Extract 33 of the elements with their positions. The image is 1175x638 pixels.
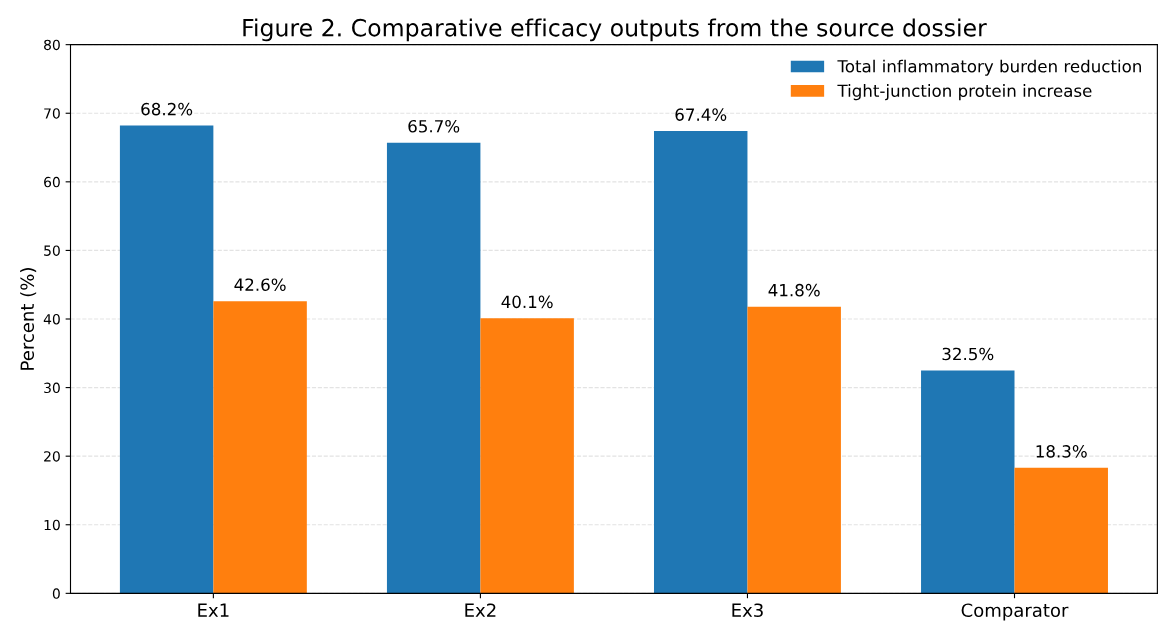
data-label: 68.2% bbox=[141, 102, 193, 116]
data-label: 41.8% bbox=[768, 283, 820, 297]
y-tick-label: 20 bbox=[44, 451, 60, 462]
y-tick-label: 10 bbox=[44, 519, 60, 531]
y-axis-title: Percent (%) bbox=[20, 268, 37, 370]
y-tick-label: 80 bbox=[44, 39, 60, 51]
bar bbox=[1014, 467, 1108, 594]
y-tick-label: 70 bbox=[44, 108, 60, 119]
y-tick-label: 0 bbox=[52, 588, 60, 599]
y-tick-label: 60 bbox=[44, 176, 60, 188]
x-tick-label: Comparator bbox=[961, 603, 1069, 621]
data-label: 32.5% bbox=[942, 347, 994, 361]
y-tick-label: 40 bbox=[43, 313, 60, 325]
bar bbox=[653, 131, 748, 594]
data-label: 42.6% bbox=[234, 278, 286, 291]
legend-label: Tight-junction protein increase bbox=[837, 84, 1092, 101]
data-label: 40.1% bbox=[501, 295, 553, 309]
x-tick-label: Ex1 bbox=[198, 603, 229, 617]
x-tick-label: Ex3 bbox=[732, 603, 763, 618]
bar bbox=[747, 306, 841, 594]
legend-label: Total inflammatory burden reduction bbox=[837, 59, 1141, 76]
data-label: 67.4% bbox=[675, 108, 727, 121]
y-tick-label: 50 bbox=[44, 245, 60, 256]
bar bbox=[386, 142, 481, 594]
chart-title: Figure 2. Comparative efficacy outputs from the source dossier bbox=[243, 18, 987, 42]
data-label: 65.7% bbox=[408, 119, 460, 133]
bar bbox=[119, 125, 214, 594]
bar bbox=[213, 301, 307, 594]
data-label: 18.3% bbox=[1036, 445, 1087, 458]
bar bbox=[921, 370, 1015, 594]
x-tick-label: Ex2 bbox=[465, 603, 496, 617]
y-tick-label: 30 bbox=[44, 382, 60, 394]
bar bbox=[480, 318, 574, 594]
